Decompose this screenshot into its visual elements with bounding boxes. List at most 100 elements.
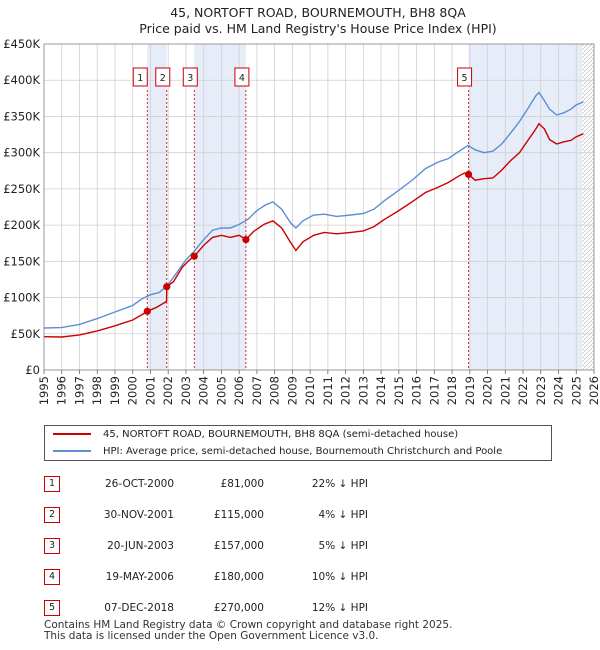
sale-date: 26-OCT-2000 (105, 478, 174, 490)
sale-point (242, 236, 250, 244)
x-tick-label: 2004 (197, 376, 211, 405)
sale-marker-label: 3 (187, 73, 193, 84)
x-tick-label: 2012 (339, 376, 353, 405)
x-tick-label: 2000 (126, 376, 140, 405)
y-tick-label: £200K (3, 218, 40, 232)
x-tick-label: 2025 (569, 376, 583, 405)
x-tick-label: 2005 (214, 376, 228, 405)
sale-number-badge: 1 (44, 476, 60, 492)
x-tick-label: 2008 (268, 376, 282, 405)
sale-marker-lines (146, 90, 469, 370)
sale-price: £81,000 (220, 478, 264, 490)
x-tick-label: 2006 (232, 376, 246, 405)
x-tick-label: 1995 (37, 376, 51, 405)
x-tick-label: 2023 (534, 376, 548, 405)
price-chart: 45, NORTOFT ROAD, BOURNEMOUTH, BH8 8QA P… (3, 5, 600, 405)
sale-price: £115,000 (213, 509, 264, 521)
sale-marker-label: 5 (462, 73, 468, 84)
sale-periods-shading (147, 44, 594, 370)
legend-item-property: 45, NORTOFT ROAD, BOURNEMOUTH, BH8 8QA (… (53, 427, 458, 443)
property-line-swatch (53, 433, 91, 435)
table-row: 3 20-JUN-2003 £157,000 5% ↓ HPI (44, 536, 564, 556)
x-tick-label: 2007 (250, 376, 264, 405)
sale-number-badge: 2 (44, 507, 60, 523)
y-axis-ticks: £0 £50K £100K £150K £200K £250K £300K £350K £400… (3, 37, 40, 377)
sale-marker-labels: 1 2 3 4 5 (132, 67, 473, 87)
x-tick-label: 2019 (463, 376, 477, 405)
x-tick-label: 2026 (587, 376, 600, 405)
sale-point (163, 283, 171, 291)
shaded-span (147, 44, 167, 370)
x-tick-label: 2018 (445, 376, 459, 405)
x-tick-label: 2009 (285, 376, 299, 405)
sale-price: £157,000 (213, 540, 264, 552)
sale-number-badge: 5 (44, 600, 60, 616)
sale-date: 30-NOV-2001 (103, 509, 174, 521)
x-tick-label: 2022 (516, 376, 530, 405)
copyright-notice: Contains HM Land Registry data © Crown c… (44, 619, 453, 631)
shaded-span (194, 44, 246, 370)
x-tick-label: 2015 (392, 376, 406, 405)
x-tick-label: 2013 (356, 376, 370, 405)
y-tick-label: £250K (3, 182, 40, 196)
x-tick-label: 2010 (303, 376, 317, 405)
x-tick-label: 2021 (498, 376, 512, 405)
sale-price: £180,000 (213, 571, 264, 583)
x-tick-label: 2014 (374, 376, 388, 405)
shaded-span (468, 44, 582, 370)
table-row: 2 30-NOV-2001 £115,000 4% ↓ HPI (44, 505, 564, 525)
chart-subtitle: Price paid vs. HM Land Registry's House … (139, 21, 496, 36)
x-tick-label: 2011 (321, 376, 335, 405)
y-tick-label: £150K (3, 254, 40, 268)
x-tick-label: 1999 (108, 376, 122, 405)
hpi-line-swatch (53, 450, 91, 452)
legend-item-hpi: HPI: Average price, semi-detached house,… (53, 444, 502, 460)
x-axis-ticks: 1995 1996 1997 1998 1999 2000 2001 2002 2003 2004… (37, 370, 600, 405)
table-row: 1 26-OCT-2000 £81,000 22% ↓ HPI (44, 474, 564, 494)
x-tick-label: 2024 (552, 376, 566, 405)
x-tick-label: 2001 (143, 376, 157, 405)
plot-frame (43, 43, 595, 371)
series-lines (43, 91, 584, 338)
x-tick-label: 2017 (427, 376, 441, 405)
legend-property-label: 45, NORTOFT ROAD, BOURNEMOUTH, BH8 8QA (… (103, 429, 459, 440)
sale-price: £270,000 (213, 602, 264, 614)
sale-hpi-diff: 4% ↓ HPI (318, 509, 368, 521)
sale-marker-label: 2 (160, 73, 166, 84)
chart-title: 45, NORTOFT ROAD, BOURNEMOUTH, BH8 8QA (170, 5, 466, 20)
footer: Contains HM Land Registry data © Crown c… (44, 620, 452, 642)
y-tick-label: £50K (11, 327, 41, 341)
x-tick-label: 2003 (179, 376, 193, 405)
sale-point (190, 252, 198, 260)
sale-number-badge: 3 (44, 538, 60, 554)
sale-marker-box (457, 67, 473, 87)
y-tick-label: £100K (3, 291, 40, 305)
sale-hpi-diff: 10% ↓ HPI (311, 571, 368, 583)
x-tick-label: 2002 (161, 376, 175, 405)
y-tick-label: £350K (3, 109, 40, 123)
sale-date: 20-JUN-2003 (107, 540, 174, 552)
licence-notice: This data is licensed under the Open Gov… (44, 630, 379, 642)
legend-hpi-label: HPI: Average price, semi-detached house,… (103, 446, 503, 457)
series-line (43, 91, 584, 329)
sale-hpi-diff: 22% ↓ HPI (311, 478, 368, 490)
sale-marker-label: 4 (239, 73, 245, 84)
x-tick-label: 1998 (90, 376, 104, 405)
sale-marker-label: 1 (137, 73, 143, 84)
series-line (43, 122, 584, 338)
sale-point (143, 307, 151, 315)
sale-hpi-diff: 5% ↓ HPI (318, 540, 368, 552)
sale-marker-box (132, 67, 148, 87)
future-hatch (581, 44, 594, 370)
sale-point (464, 170, 473, 178)
legend: 45, NORTOFT ROAD, BOURNEMOUTH, BH8 8QA (… (44, 425, 552, 461)
y-tick-label: £0 (25, 363, 40, 377)
table-row: 4 19-MAY-2006 £180,000 10% ↓ HPI (44, 567, 564, 587)
sale-marker-box (182, 67, 198, 87)
sale-marker-box (234, 67, 250, 87)
y-tick-label: £300K (3, 146, 40, 160)
sale-hpi-diff: 12% ↓ HPI (311, 602, 368, 614)
sale-points (143, 170, 473, 315)
x-tick-label: 1997 (72, 376, 86, 405)
y-tick-label: £400K (3, 73, 40, 87)
